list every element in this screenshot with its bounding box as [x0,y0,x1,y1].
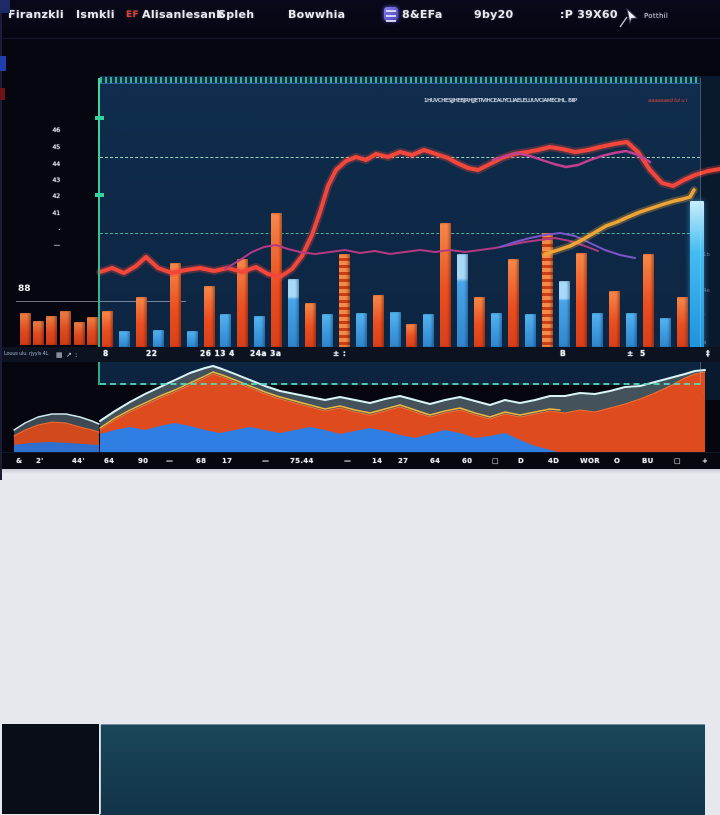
bottom-axis-label-18: WOR [580,457,600,465]
axis-corner-note: Louus ulu. rjyyls 4L [4,351,49,357]
corner-chip [0,0,10,13]
yaxis-label-2: 44 [52,160,60,168]
desktop-footer [0,469,720,480]
bottom-axis-label-16: D [518,457,525,465]
bottom-axis-label-2: 44' [72,457,85,465]
mid-axis-label-2: 26 13 4 [200,349,235,358]
yaxis-label-5: 41 [52,209,60,217]
bottom-area-plot[interactable] [100,724,705,815]
bottom-axis-label-15: □ [492,457,499,465]
mid-axis-label-8: ‡ [706,349,711,358]
yaxis-label-6: · [58,226,60,234]
right-axis-label-0: 1b [703,252,710,258]
mid-axis-label-0: 8 [103,349,109,358]
legend-text: 1HUVCHESJJHEBJRHJJETIVIHCEAUYCLIAELELUUV… [424,98,577,104]
bottom-axis-label-19: O [614,457,621,465]
bottom-axis-label-20: BU [642,457,654,465]
menu-item-8[interactable]: :P 39X60 [560,8,618,21]
main-chart-plot[interactable] [100,76,700,385]
right-axis-line [700,78,701,385]
menu-item-1[interactable]: Ismkli [76,8,115,21]
chart-baseline [100,383,700,385]
mid-axis-label-7: 5 [640,349,646,358]
yaxis-big-label: 88 [18,284,31,294]
menu-item-7[interactable]: 9by20 [474,8,514,21]
bottom-axis-label-0: & [16,457,23,465]
mid-axis-label-3: 24a 3a [250,349,282,358]
menu-item-3[interactable]: Alisanlesank [142,8,224,21]
menubar: Firanzkli Ismkli EF Alisanlesank Spleh Bowwhi… [0,0,720,39]
bottom-axis-label-10: — [344,457,352,465]
bottom-axis-label-21: □ [674,457,681,465]
bottom-axis-divider [99,724,101,814]
status-bar: & 2' 44' 64 90 — 68 17 — 75.44 — 14 27 64 60 □ D 4D WOR O BU… [0,452,720,470]
bottom-axis-label-11: 14 [372,457,383,465]
bottom-axis-label-12: 27 [398,457,409,465]
edge-marker-blue [0,56,6,71]
bottom-axis-label-13: 64 [430,457,441,465]
yaxis-label-3: 43 [52,176,60,184]
mid-axis-label-4: ± : [333,349,347,358]
legend-annotation-red: aaaaaaed lul u i [648,98,688,104]
corner-icon-1[interactable]: ↗ [66,351,72,359]
main-chart-region: 1HUVCHESJJHEBJRHJJETIVIHCEAUYCLIAELELUUV… [0,38,720,400]
mid-axis-label-6: ± [627,349,634,358]
bottom-axis-label-1: 2' [36,457,44,465]
mid-axis-label-1: 22 [146,349,158,358]
bottom-right-edge [705,724,707,814]
menu-item-5[interactable]: Bowwhia [288,8,346,21]
menu-item-0[interactable]: Firanzkli [8,8,64,21]
right-axis-label-2: - [703,312,705,318]
time-ruler-strip [100,77,700,84]
menu-item-9[interactable]: Potthil [644,12,669,20]
gridline-upper [100,157,700,158]
bottom-axis-label-9: 75.44 [290,457,314,465]
bottom-axis-label-7: 17 [222,457,233,465]
bottom-axis-label-5: — [166,457,174,465]
right-axis-label-3: a [703,340,707,346]
app-window-icon[interactable] [384,7,398,22]
bottom-axis-label-8: — [262,457,270,465]
edge-marker-red [0,88,5,100]
gridline-middle [100,233,700,234]
left-axis-line [98,78,100,385]
axis-tick-1 [95,193,104,197]
bottom-axis-label-4: 90 [138,457,149,465]
x-axis-strip: Louus ulu. rjyyls 4L 8 22 26 13 4 24a 3a ± :… [0,347,720,362]
bottom-axis-label-17: 4D [548,457,560,465]
yaxis-label-7: — [53,241,61,249]
bottom-axis-label-6: 68 [196,457,207,465]
bottom-axis-label-3: 64 [104,457,115,465]
menu-item-6[interactable]: 8&EFa [402,8,443,21]
corner-icon-0[interactable]: ▦ [56,351,63,359]
menu-item-2[interactable]: EF [126,10,139,20]
yaxis-label-1: 45 [52,143,60,151]
menu-item-4[interactable]: Spleh [218,8,255,21]
mouse-cursor-icon [619,7,639,28]
yaxis-label-0: 46 [52,126,60,134]
right-axis-label-4: · [703,390,705,396]
bottom-left-margin [2,724,99,814]
window-left-edge [0,0,2,480]
zoom-plus-button[interactable]: + [702,457,709,465]
mid-axis-label-5: B [560,349,567,358]
yaxis-label-4: 42 [52,192,60,200]
corner-icon-2[interactable]: : [75,351,78,359]
axis-tick-0 [95,116,104,120]
bottom-axis-label-14: 60 [462,457,473,465]
faint-level-line [16,301,186,302]
right-axis-label-1: 4e [703,288,710,294]
